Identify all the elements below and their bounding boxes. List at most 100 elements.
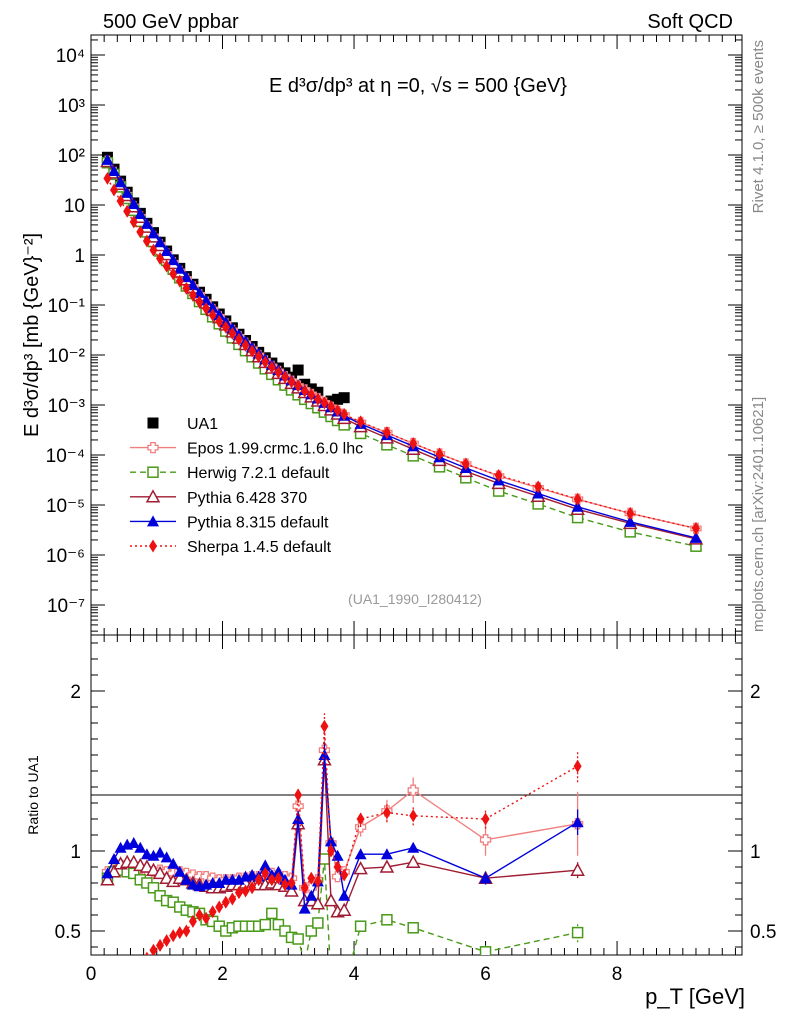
main-data-point-4 — [140, 217, 153, 229]
ratio-data-point-3 — [180, 873, 193, 885]
ratio-data-point-4 — [175, 926, 184, 940]
main-data-point-5 — [169, 267, 178, 281]
ratio-data-point-4 — [208, 905, 217, 919]
main-data-point-5 — [182, 281, 191, 295]
ratio-y-tick-label-right: 1 — [750, 842, 761, 863]
main-y-tick-label: 10⁻² — [48, 346, 86, 367]
main-data-point-4 — [160, 245, 173, 257]
ratio-data-point-4 — [195, 908, 204, 922]
ratio-data-point-1 — [381, 914, 393, 926]
main-data-point-4 — [206, 301, 219, 313]
main-y-tick-label: 10⁻⁵ — [46, 496, 85, 517]
main-data-point-5 — [142, 234, 151, 248]
ratio-data-point-4 — [215, 900, 224, 914]
main-data-point-5 — [320, 396, 329, 410]
ratio-data-point-4 — [261, 866, 270, 880]
ratio-y-axis-title: Ratio to UA1 — [25, 755, 41, 835]
main-data-point-5 — [300, 384, 309, 398]
ratio-data-point-4 — [307, 871, 316, 885]
ratio-y-tick-label: 2 — [70, 682, 81, 703]
ratio-data-point-3 — [167, 857, 180, 869]
ratio-data-point-4 — [103, 993, 111, 1006]
ratio-data-point-3 — [325, 835, 338, 847]
main-data-point-0 — [332, 393, 344, 405]
main-y-tick-label: 10⁴ — [56, 46, 85, 67]
header-right: Soft QCD — [647, 11, 733, 33]
main-y-tick-label: 10⁻³ — [48, 396, 86, 417]
main-data-point-5 — [254, 350, 263, 364]
ratio-data-point-3 — [292, 813, 305, 824]
main-series-line-3 — [106, 161, 697, 540]
ratio-data-point-2 — [353, 861, 368, 875]
ratio-data-point-1 — [147, 882, 160, 894]
ratio-data-point-4 — [313, 874, 322, 888]
ratio-data-point-4 — [234, 886, 243, 900]
main-data-point-5 — [149, 243, 158, 257]
legend-label-0: UA1 — [187, 416, 218, 433]
ratio-data-point-3 — [108, 853, 121, 864]
ratio-data-point-3 — [272, 865, 285, 877]
main-y-tick-label: 1 — [74, 246, 85, 267]
ratio-x-tick-label: 0 — [86, 964, 97, 985]
main-data-point-4 — [101, 153, 114, 165]
ratio-data-point-4 — [267, 873, 276, 887]
ratio-data-point-0 — [479, 834, 492, 846]
ratio-data-point-1 — [339, 982, 349, 992]
main-data-point-5 — [175, 274, 184, 288]
ratio-data-point-1 — [407, 922, 419, 934]
ratio-data-point-4 — [144, 951, 149, 955]
ratio-data-point-4 — [294, 788, 303, 802]
main-y-axis-title: E d³σ/dp³ [mb {GeV}⁻²] — [21, 233, 43, 437]
main-data-point-4 — [186, 279, 199, 291]
rivet-version-label: Rivet 4.1.0, ≥ 500k events — [750, 40, 767, 213]
ratio-data-point-3 — [114, 841, 127, 853]
ratio-data-point-4 — [130, 969, 138, 982]
ratio-data-point-4 — [327, 844, 336, 858]
ratio-data-point-4 — [280, 878, 289, 892]
ratio-data-point-3 — [127, 837, 140, 848]
main-data-point-5 — [307, 388, 316, 402]
ratio-data-point-3 — [134, 841, 147, 853]
ratio-y-tick-label-right: 0.5 — [750, 922, 776, 943]
ratio-data-point-0 — [200, 870, 212, 883]
ratio-x-tick-label: 4 — [349, 964, 360, 985]
ratio-data-point-4 — [573, 759, 582, 773]
ratio-data-point-3 — [354, 848, 367, 860]
main-data-point-5 — [280, 370, 289, 384]
main-data-point-5 — [287, 375, 296, 389]
main-data-point-5 — [267, 360, 276, 374]
main-data-point-5 — [162, 259, 171, 273]
ratio-data-point-1 — [318, 853, 331, 865]
ratio-data-point-3 — [338, 889, 351, 901]
main-data-point-5 — [110, 183, 119, 197]
ratio-data-point-4 — [110, 989, 118, 1002]
ratio-data-point-1 — [272, 918, 285, 931]
legend-marker-0 — [147, 417, 159, 429]
ratio-data-point-4 — [409, 809, 418, 823]
main-data-point-5 — [274, 365, 283, 379]
main-data-point-5 — [356, 415, 365, 429]
ratio-data-point-4 — [221, 895, 230, 909]
ratio-data-point-1 — [300, 958, 310, 968]
main-data-point-4 — [147, 227, 160, 239]
legend-label-1: Epos 1.99.crmc.1.6.0 lhc — [187, 441, 363, 458]
ratio-data-point-4 — [287, 876, 296, 890]
ratio-data-point-2 — [570, 862, 585, 876]
ratio-data-point-3 — [213, 877, 226, 888]
ratio-data-point-1 — [259, 918, 272, 931]
analysis-watermark: (UA1_1990_I280412) — [348, 591, 482, 607]
main-data-point-4 — [213, 309, 226, 321]
main-data-point-5 — [116, 194, 125, 208]
ratio-data-point-1 — [326, 974, 336, 984]
main-data-point-5 — [234, 332, 243, 346]
main-data-point-4 — [134, 208, 147, 220]
ratio-data-point-3 — [479, 872, 492, 884]
ratio-data-point-4 — [149, 943, 158, 955]
ratio-data-point-3 — [101, 867, 114, 879]
main-data-point-4 — [127, 197, 140, 209]
ratio-data-point-4 — [162, 934, 171, 948]
main-data-point-4 — [624, 515, 637, 527]
main-y-tick-label: 10⁻⁶ — [46, 546, 85, 567]
main-series-line-2 — [106, 162, 697, 547]
